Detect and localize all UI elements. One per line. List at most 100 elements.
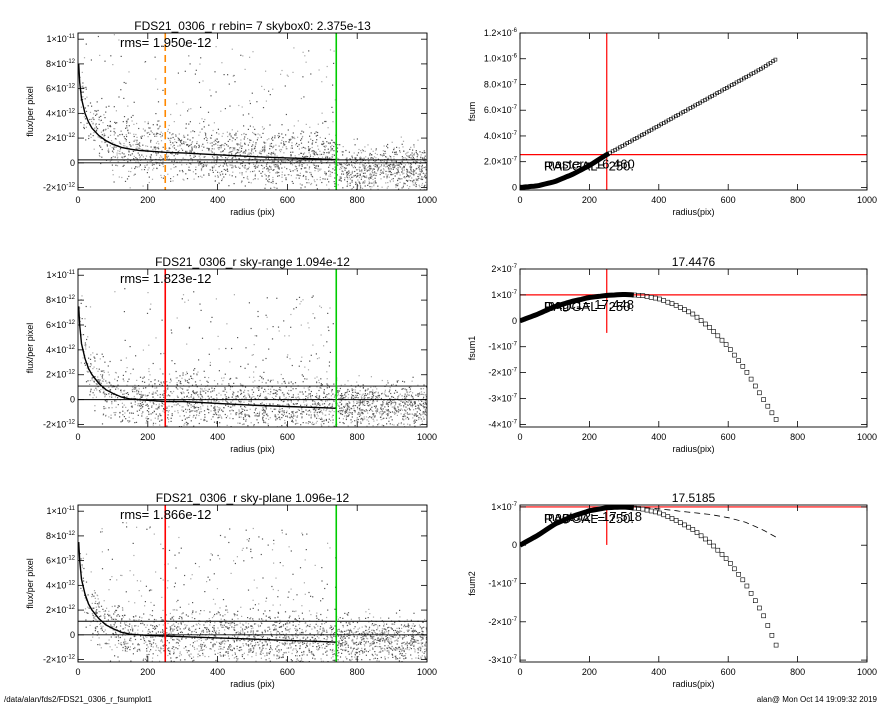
scatter-point <box>189 414 191 417</box>
scatter-point <box>411 177 413 179</box>
scatter-point <box>424 399 427 401</box>
scatter-point <box>195 146 197 148</box>
scatter-point <box>400 166 402 168</box>
scatter-point <box>263 410 265 412</box>
scatter-point <box>94 405 96 407</box>
scatter-point <box>189 151 191 154</box>
scatter-point <box>307 141 310 143</box>
scatter-point <box>381 186 383 188</box>
scatter-point <box>347 425 349 427</box>
scatter-point <box>367 404 369 407</box>
scatter-point <box>372 429 373 430</box>
scatter-point <box>195 169 197 171</box>
scatter-point <box>252 391 255 393</box>
scatter-point <box>306 403 308 405</box>
scatter-point <box>135 161 137 163</box>
scatter-point <box>157 417 159 419</box>
scatter-point <box>328 181 330 183</box>
scatter-point <box>346 390 348 392</box>
scatter-point <box>249 139 251 141</box>
scatter-point <box>420 178 422 180</box>
scatter-point <box>370 177 372 179</box>
scatter-point <box>181 142 183 144</box>
scatter-point <box>340 413 342 415</box>
scatter-point <box>130 402 132 404</box>
scatter-point <box>186 144 188 146</box>
scatter-point <box>278 132 280 135</box>
scatter-point <box>358 168 360 170</box>
scatter-point <box>301 417 303 419</box>
scatter-point <box>346 403 348 405</box>
scatter-point <box>356 419 358 421</box>
scatter-point <box>310 138 312 140</box>
scatter-point <box>228 384 230 386</box>
scatter-point <box>114 371 117 374</box>
scatter-point <box>227 140 229 142</box>
scatter-point <box>257 133 259 135</box>
scatter-point <box>396 414 398 416</box>
scatter-point <box>247 158 250 160</box>
scatter-point <box>251 148 253 150</box>
scatter-point <box>97 379 99 381</box>
scatter-point <box>235 152 237 155</box>
scatter-point <box>385 163 387 165</box>
scatter-point <box>380 161 382 163</box>
scatter-point <box>161 401 163 403</box>
scatter-point <box>102 122 104 124</box>
scatter-point <box>370 167 372 169</box>
scatter-point <box>245 149 247 151</box>
scatter-point <box>334 99 336 101</box>
scatter-point <box>290 138 292 140</box>
scatter-point <box>255 167 257 169</box>
scatter-point <box>108 386 110 389</box>
scatter-point <box>216 132 218 134</box>
scatter-point <box>388 176 390 178</box>
scatter-point <box>356 381 358 383</box>
scatter-point <box>200 399 203 401</box>
scatter-point <box>338 417 340 419</box>
scatter-point <box>422 152 424 154</box>
scatter-point <box>243 391 245 393</box>
scatter-point <box>360 421 362 423</box>
scatter-point <box>262 168 264 170</box>
scatter-point <box>331 171 333 174</box>
x-tick-label: 1000 <box>857 195 877 205</box>
scatter-point <box>403 413 405 416</box>
scatter-point <box>400 400 402 402</box>
scatter-point <box>193 397 195 399</box>
scatter-point <box>309 148 311 150</box>
scatter-point <box>389 180 391 182</box>
scatter-point <box>358 181 360 183</box>
scatter-point <box>254 380 256 382</box>
scatter-point <box>128 421 130 423</box>
scatter-point <box>237 337 239 339</box>
scatter-point <box>178 380 180 382</box>
scatter-point <box>210 150 212 152</box>
scatter-point <box>329 351 331 353</box>
scatter-point <box>277 381 279 383</box>
scatter-point <box>127 392 129 394</box>
scatter-point <box>152 422 155 424</box>
scatter-point <box>339 421 341 423</box>
scatter-point <box>398 410 400 412</box>
scatter-point <box>162 133 164 135</box>
scatter-point <box>364 389 367 391</box>
scatter-point <box>225 163 227 165</box>
scatter-point <box>372 389 374 391</box>
scatter-point <box>218 182 220 184</box>
scatter-point <box>113 130 115 133</box>
scatter-point <box>286 74 288 76</box>
scatter-point <box>281 180 283 183</box>
scatter-point <box>210 137 212 139</box>
scatter-point <box>199 400 201 402</box>
scatter-point <box>132 386 134 388</box>
scatter-point <box>84 342 86 344</box>
scatter-point <box>281 176 283 178</box>
scatter-point <box>369 164 371 167</box>
scatter-point <box>84 364 86 366</box>
scatter-point <box>231 409 233 411</box>
scatter-point <box>117 376 119 378</box>
scatter-point <box>300 139 302 141</box>
scatter-point <box>240 393 242 395</box>
scatter-point <box>168 405 170 407</box>
